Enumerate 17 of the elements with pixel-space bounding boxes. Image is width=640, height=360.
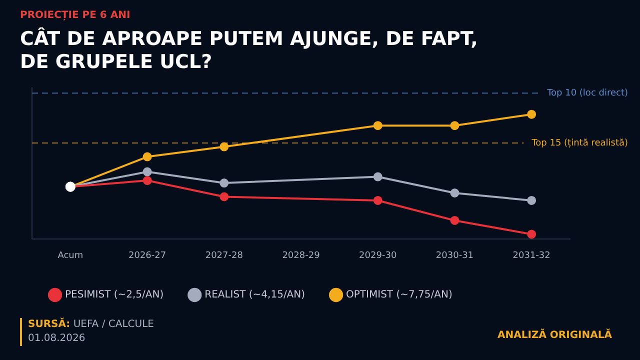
legend-label: PESIMIST (~2,5/AN) [65,290,164,301]
text: ANALIZĂ ORIGINALĂ [498,330,612,341]
x-tick-label: 2029-30 [359,250,397,261]
chart-title: CÂT DE APROAPE PUTEM AJUNGE, DE FAPT, DE GRUPELE UCL? [20,28,479,74]
ref-line-label: Top 10 (loc direct) [546,88,628,98]
x-tick-label: 2027-28 [205,250,244,261]
legend-label: OPTIMIST (~7,75/AN) [346,290,452,301]
x-tick-label: 2031-32 [512,250,550,261]
x-tick-label: 2028-29 [282,250,320,261]
x-tick-label: Acum [58,250,84,261]
legend-label: REALIST (~4,15/AN) [204,290,306,301]
text: SURSĂ: UEFA / CALCULE [28,318,154,332]
x-tick-label: 2030-31 [436,250,474,261]
text: 01.08.2026 [28,332,86,346]
chart-subtitle: PROIECȚIE PE 6 ANI [20,10,130,21]
ref-line-label: Top 15 (țintă realistă) [530,138,628,148]
x-tick-label: 2026-27 [128,250,166,261]
